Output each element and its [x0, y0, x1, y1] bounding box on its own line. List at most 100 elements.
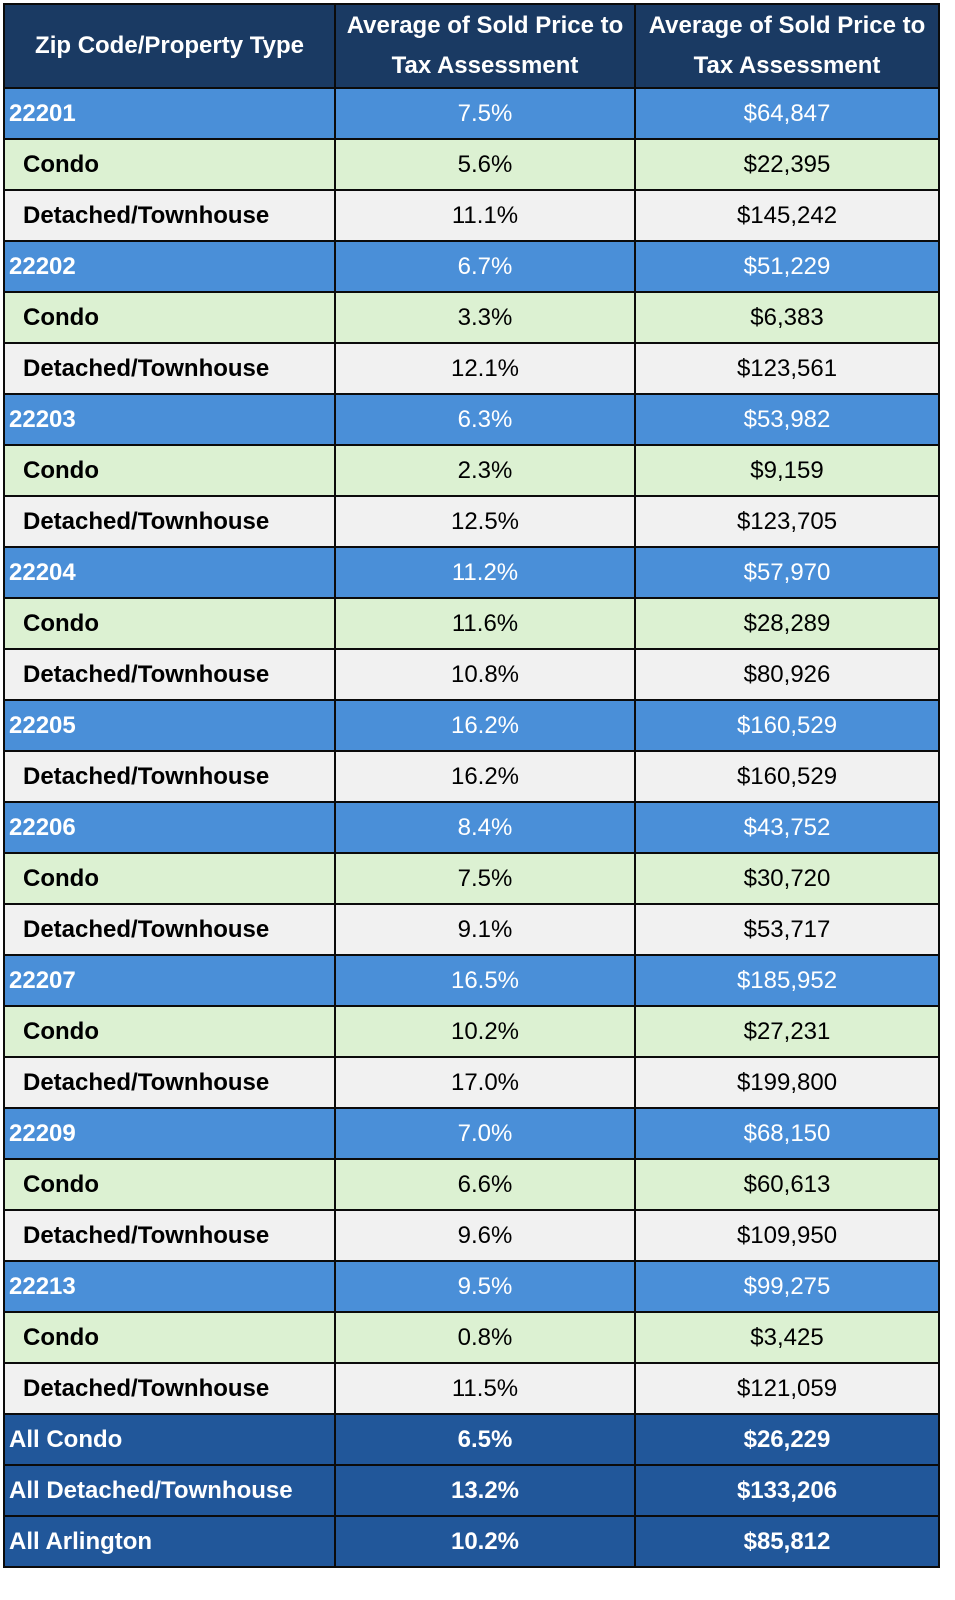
row-amount-value: $27,231	[634, 1005, 940, 1058]
detached-row: Detached/Townhouse 11.1% $145,242	[3, 189, 940, 242]
row-pct-value: 2.3%	[334, 444, 636, 497]
row-amount-value: $9,159	[634, 444, 940, 497]
detached-row: Detached/Townhouse 10.8% $80,926	[3, 648, 940, 701]
row-label: Condo	[3, 1158, 336, 1211]
row-amount-value: $6,383	[634, 291, 940, 344]
row-pct-value: 9.6%	[334, 1209, 636, 1262]
total-row: All Detached/Townhouse 13.2% $133,206	[3, 1464, 940, 1517]
row-label: Detached/Townhouse	[3, 750, 336, 803]
condo-row: Condo 0.8% $3,425	[3, 1311, 940, 1364]
zip-row: 22207 16.5% $185,952	[3, 954, 940, 1007]
row-label: Condo	[3, 1005, 336, 1058]
row-label: 22207	[3, 954, 336, 1007]
row-label: 22203	[3, 393, 336, 446]
total-row: All Arlington 10.2% $85,812	[3, 1515, 940, 1568]
table-body: 22201 7.5% $64,847 Condo 5.6% $22,395 Detached…	[3, 87, 940, 1568]
header-avg-sold-price-pct: Average of Sold Price to Tax Assessment	[334, 3, 636, 89]
row-amount-value: $22,395	[634, 138, 940, 191]
condo-row: Condo 10.2% $27,231	[3, 1005, 940, 1058]
row-amount-value: $123,705	[634, 495, 940, 548]
zip-row: 22204 11.2% $57,970	[3, 546, 940, 599]
row-amount-value: $30,720	[634, 852, 940, 905]
zip-row: 22206 8.4% $43,752	[3, 801, 940, 854]
row-pct-value: 17.0%	[334, 1056, 636, 1109]
row-amount-value: $185,952	[634, 954, 940, 1007]
row-pct-value: 5.6%	[334, 138, 636, 191]
row-amount-value: $51,229	[634, 240, 940, 293]
row-amount-value: $57,970	[634, 546, 940, 599]
row-amount-value: $64,847	[634, 87, 940, 140]
total-row: All Condo 6.5% $26,229	[3, 1413, 940, 1466]
row-amount-value: $53,717	[634, 903, 940, 956]
row-pct-value: 9.1%	[334, 903, 636, 956]
row-label: 22202	[3, 240, 336, 293]
row-pct-value: 7.0%	[334, 1107, 636, 1160]
row-pct-value: 10.2%	[334, 1005, 636, 1058]
row-amount-value: $121,059	[634, 1362, 940, 1415]
row-amount-value: $85,812	[634, 1515, 940, 1568]
row-amount-value: $160,529	[634, 699, 940, 752]
row-label: 22206	[3, 801, 336, 854]
zip-row: 22201 7.5% $64,847	[3, 87, 940, 140]
condo-row: Condo 6.6% $60,613	[3, 1158, 940, 1211]
row-label: 22213	[3, 1260, 336, 1313]
row-amount-value: $3,425	[634, 1311, 940, 1364]
row-amount-value: $123,561	[634, 342, 940, 395]
row-amount-value: $99,275	[634, 1260, 940, 1313]
row-amount-value: $109,950	[634, 1209, 940, 1262]
row-amount-value: $160,529	[634, 750, 940, 803]
detached-row: Detached/Townhouse 9.6% $109,950	[3, 1209, 940, 1262]
row-amount-value: $28,289	[634, 597, 940, 650]
row-pct-value: 6.5%	[334, 1413, 636, 1466]
row-label: Detached/Townhouse	[3, 648, 336, 701]
row-pct-value: 11.5%	[334, 1362, 636, 1415]
row-label: All Condo	[3, 1413, 336, 1466]
row-amount-value: $133,206	[634, 1464, 940, 1517]
row-pct-value: 9.5%	[334, 1260, 636, 1313]
row-pct-value: 0.8%	[334, 1311, 636, 1364]
detached-row: Detached/Townhouse 17.0% $199,800	[3, 1056, 940, 1109]
row-pct-value: 7.5%	[334, 852, 636, 905]
row-amount-value: $145,242	[634, 189, 940, 242]
detached-row: Detached/Townhouse 9.1% $53,717	[3, 903, 940, 956]
row-label: Detached/Townhouse	[3, 903, 336, 956]
row-pct-value: 12.5%	[334, 495, 636, 548]
row-label: All Detached/Townhouse	[3, 1464, 336, 1517]
condo-row: Condo 7.5% $30,720	[3, 852, 940, 905]
row-pct-value: 6.6%	[334, 1158, 636, 1211]
row-label: Detached/Townhouse	[3, 495, 336, 548]
row-amount-value: $68,150	[634, 1107, 940, 1160]
row-amount-value: $199,800	[634, 1056, 940, 1109]
row-pct-value: 12.1%	[334, 342, 636, 395]
row-label: All Arlington	[3, 1515, 336, 1568]
detached-row: Detached/Townhouse 12.1% $123,561	[3, 342, 940, 395]
row-pct-value: 10.8%	[334, 648, 636, 701]
row-label: 22204	[3, 546, 336, 599]
row-label: Detached/Townhouse	[3, 342, 336, 395]
sold-price-table: Zip Code/Property Type Average of Sold P…	[3, 3, 940, 1568]
row-pct-value: 16.2%	[334, 750, 636, 803]
row-amount-value: $60,613	[634, 1158, 940, 1211]
table-header: Zip Code/Property Type Average of Sold P…	[3, 3, 940, 89]
row-amount-value: $53,982	[634, 393, 940, 446]
row-label: Condo	[3, 444, 336, 497]
zip-row: 22205 16.2% $160,529	[3, 699, 940, 752]
header-avg-sold-price-amount: Average of Sold Price to Tax Assessment	[634, 3, 940, 89]
header-row: Zip Code/Property Type Average of Sold P…	[3, 3, 940, 89]
zip-row: 22213 9.5% $99,275	[3, 1260, 940, 1313]
detached-row: Detached/Townhouse 12.5% $123,705	[3, 495, 940, 548]
row-pct-value: 11.6%	[334, 597, 636, 650]
data-table-container: Zip Code/Property Type Average of Sold P…	[3, 3, 940, 1568]
zip-row: 22202 6.7% $51,229	[3, 240, 940, 293]
zip-row: 22209 7.0% $68,150	[3, 1107, 940, 1160]
row-label: Condo	[3, 597, 336, 650]
row-pct-value: 7.5%	[334, 87, 636, 140]
header-zip-property-type: Zip Code/Property Type	[3, 3, 336, 89]
row-label: 22201	[3, 87, 336, 140]
row-pct-value: 16.2%	[334, 699, 636, 752]
row-pct-value: 6.7%	[334, 240, 636, 293]
row-label: Condo	[3, 138, 336, 191]
zip-row: 22203 6.3% $53,982	[3, 393, 940, 446]
row-pct-value: 3.3%	[334, 291, 636, 344]
row-label: Condo	[3, 291, 336, 344]
